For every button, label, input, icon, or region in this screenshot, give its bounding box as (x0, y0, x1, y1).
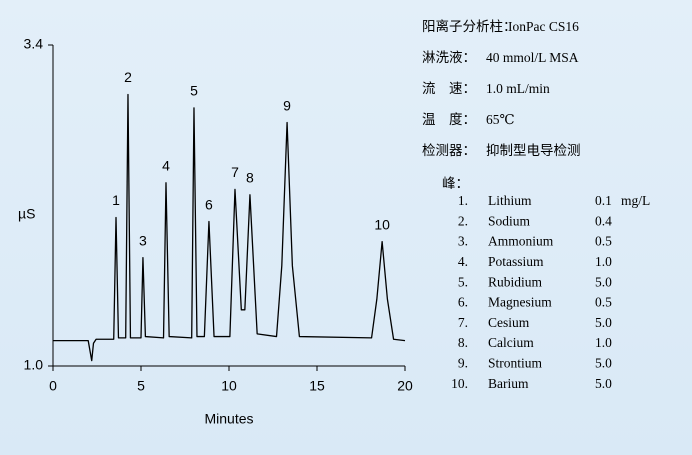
peak-label: 9 (283, 97, 291, 113)
condition-label: 淋洗液： (422, 50, 476, 65)
peak-table-cell: 7. (458, 315, 468, 330)
peak-table-cell: 5.0 (595, 274, 612, 289)
chromatogram-line (53, 93, 406, 362)
peak-table-cell: 10. (451, 376, 468, 391)
peak-table-cell: Calcium (488, 335, 534, 350)
peak-table-cell: 9. (458, 355, 468, 370)
condition-value: 40 mmol/L MSA (486, 50, 579, 65)
condition-label: 阳离子分析柱： (422, 18, 517, 34)
condition-value: IonPac CS16 (508, 19, 579, 34)
peak-table-cell: 5.0 (595, 355, 612, 370)
peak-table-cell: 4. (458, 254, 468, 269)
y-tick-label: 1.0 (24, 357, 44, 373)
peak-table-cell: 0.1 (595, 193, 612, 208)
condition-value: 抑制型电导检测 (486, 143, 581, 158)
peak-table-cell: 6. (458, 295, 468, 310)
peak-label: 4 (162, 157, 170, 173)
x-tick-label: 0 (49, 378, 57, 394)
condition-label: 流 速： (422, 81, 476, 96)
condition-value: 1.0 mL/min (486, 81, 550, 96)
x-axis-label: Minutes (204, 411, 253, 427)
peak-label: 10 (374, 216, 390, 232)
y-axis-label: µS (18, 206, 35, 222)
peak-table-cell: 8. (458, 335, 468, 350)
peak-table-cell: Potassium (488, 254, 544, 269)
peak-label: 6 (205, 196, 213, 212)
condition-value: 65℃ (486, 112, 515, 127)
peak-label: 5 (190, 83, 198, 99)
peak-table-cell: 5.0 (595, 315, 612, 330)
peaks-title: 峰： (442, 176, 469, 191)
peak-table-cell: Cesium (488, 315, 530, 330)
peak-table-cell: 0.5 (595, 234, 612, 249)
condition-label: 检测器： (422, 143, 476, 158)
peak-table-cell: 0.4 (595, 213, 612, 228)
peak-table-cell: 2. (458, 213, 468, 228)
y-tick-label: 3.4 (24, 36, 44, 52)
peak-table-cell: Strontium (488, 355, 543, 370)
peak-table-cell: Barium (488, 376, 529, 391)
x-tick-label: 5 (137, 378, 145, 394)
peak-table-cell: 5.0 (595, 376, 612, 391)
peak-table-cell: Lithium (488, 193, 532, 208)
peak-label: 3 (139, 232, 147, 248)
peak-table-cell: Ammonium (488, 234, 554, 249)
x-tick-label: 10 (221, 378, 237, 394)
x-tick-label: 20 (397, 378, 413, 394)
peak-label: 1 (112, 192, 120, 208)
peak-table-cell: 1.0 (595, 254, 612, 269)
peak-label: 8 (246, 170, 254, 186)
peak-table-cell: 5. (458, 274, 468, 289)
peak-table-cell: 3. (458, 234, 468, 249)
peak-table-cell: mg/L (621, 193, 650, 208)
peak-table-cell: Sodium (488, 213, 531, 228)
peak-label: 2 (124, 69, 132, 85)
peak-table-cell: 1.0 (595, 335, 612, 350)
peak-label: 7 (231, 164, 239, 180)
peak-table-cell: Rubidium (488, 274, 543, 289)
peak-table-cell: 0.5 (595, 295, 612, 310)
peak-table-cell: 1. (458, 193, 468, 208)
peak-table-cell: Magnesium (488, 295, 552, 310)
x-tick-label: 15 (309, 378, 325, 394)
condition-label: 温 度： (422, 112, 476, 127)
